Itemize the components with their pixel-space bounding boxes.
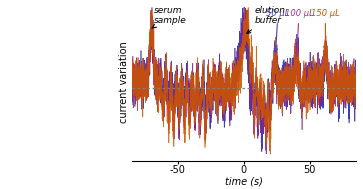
Text: 50 μL: 50 μL (266, 9, 290, 52)
Text: serum
sample: serum sample (152, 6, 187, 28)
Y-axis label: current variation: current variation (119, 41, 129, 123)
Text: 150 μL: 150 μL (311, 9, 340, 50)
Text: elution
buffer: elution buffer (247, 6, 285, 33)
Text: 100 μL: 100 μL (285, 9, 313, 56)
X-axis label: time (s): time (s) (225, 176, 262, 186)
